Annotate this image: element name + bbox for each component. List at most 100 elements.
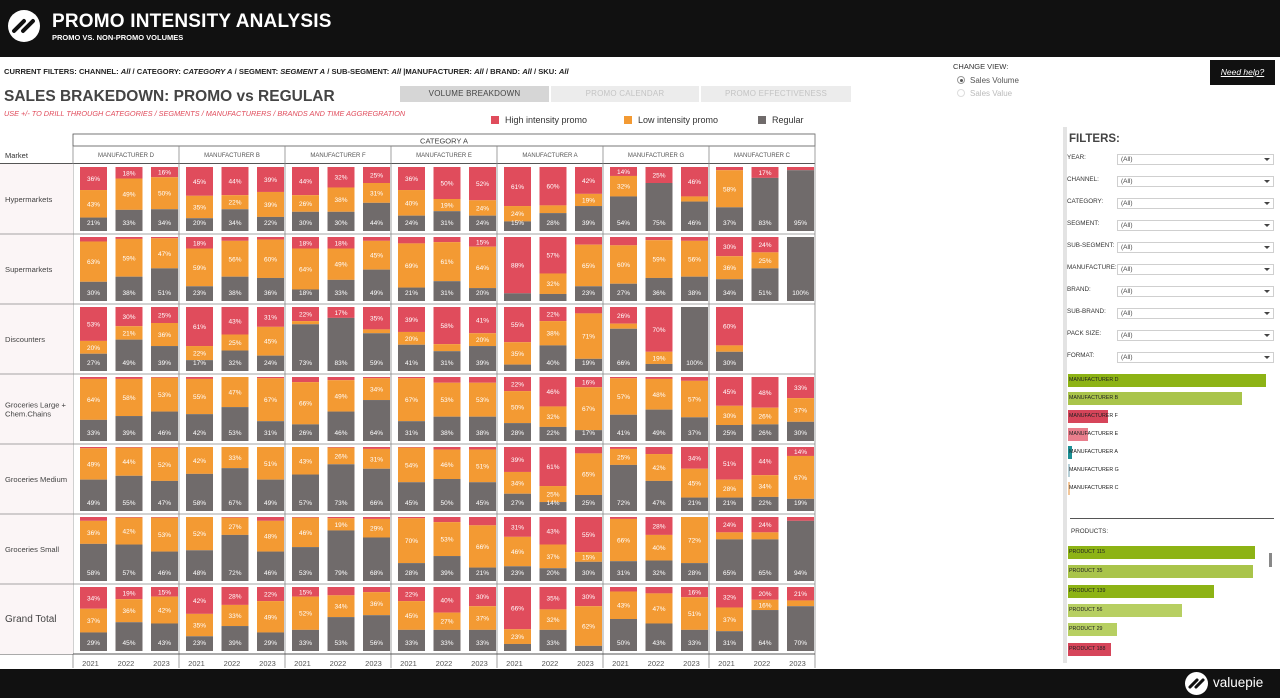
- bar-segment: [787, 377, 814, 399]
- manufacturer-bar[interactable]: MANUFACTURER D: [1068, 374, 1266, 387]
- bar-segment: [151, 596, 178, 624]
- bar-value-label: 55%: [193, 394, 206, 401]
- legend-swatch-high: [491, 116, 499, 124]
- bar-segment: [327, 587, 355, 596]
- bar-segment: [292, 377, 319, 383]
- bar-segment: [80, 340, 107, 354]
- bar-segment: [186, 550, 213, 581]
- bar-segment: [80, 517, 107, 521]
- bar-segment: [787, 398, 814, 422]
- bar-segment: [327, 530, 355, 581]
- legend-low-intensity[interactable]: Low intensity promo: [624, 115, 718, 125]
- bar-value-label: 40%: [652, 545, 665, 552]
- bar-value-label: 49%: [122, 360, 135, 367]
- filter-dropdown[interactable]: (All): [1117, 198, 1274, 209]
- bar-value-label: 46%: [264, 570, 277, 577]
- manufacturer-bar[interactable]: MANUFACTURER C: [1068, 482, 1118, 495]
- bar-segment: [645, 277, 673, 301]
- filter-dropdown[interactable]: (All): [1117, 352, 1274, 363]
- bar-value-label: 33%: [122, 220, 135, 227]
- bar-value-label: 27%: [228, 524, 241, 531]
- product-bar[interactable]: PRODUCT 35: [1068, 565, 1254, 579]
- bar-segment: [221, 307, 249, 335]
- filter-label: CHANNEL:: [1067, 176, 1099, 183]
- help-button[interactable]: Need help?: [1210, 60, 1275, 85]
- product-bar[interactable]: PRODUCT 139: [1068, 584, 1214, 598]
- product-bar[interactable]: PRODUCT 29: [1068, 623, 1117, 637]
- bar-value-label: 43%: [87, 201, 100, 208]
- tab-promo-calendar[interactable]: PROMO CALENDAR: [551, 86, 699, 102]
- manufacturer-bar[interactable]: MANUFACTURER F: [1068, 410, 1118, 423]
- manufacturer-bar[interactable]: MANUFACTURER B: [1068, 392, 1243, 405]
- legend-high-intensity[interactable]: High intensity promo: [491, 115, 587, 125]
- bar-value-label: 21%: [723, 500, 736, 507]
- bar-value-label: 21%: [794, 591, 807, 598]
- legend-regular[interactable]: Regular: [758, 115, 804, 125]
- bar-value-label: 49%: [334, 262, 347, 269]
- year-label: 2021: [82, 659, 99, 668]
- bar-value-label: 57%: [122, 570, 135, 577]
- market-label: Discounters: [5, 335, 45, 344]
- bar-segment: [716, 279, 743, 301]
- bar-value-label: 38%: [688, 290, 701, 297]
- bar-value-label: 51%: [264, 461, 277, 468]
- bar-segment: [257, 601, 284, 633]
- bar-segment: [115, 599, 143, 623]
- bar-segment: [469, 167, 496, 201]
- bar-value-label: 47%: [158, 251, 171, 258]
- radio-sales-value[interactable]: Sales Value: [957, 89, 1012, 98]
- bar-segment: [504, 364, 531, 371]
- tab-volume-breakdown[interactable]: VOLUME BREAKDOWN: [400, 86, 549, 102]
- bar-value-label: 28%: [405, 570, 418, 577]
- manufacturer-bar[interactable]: MANUFACTURER A: [1068, 446, 1118, 459]
- bar-segment: [363, 448, 390, 469]
- bar-value-label: 22%: [264, 220, 277, 227]
- bar-segment: [575, 561, 602, 581]
- bar-value-label: 22%: [546, 312, 559, 319]
- product-bar[interactable]: PRODUCT 188: [1068, 642, 1111, 656]
- bar-value-label: 58%: [440, 323, 453, 330]
- bar-value-label: 61%: [511, 184, 524, 191]
- bar-value-label: 79%: [334, 570, 347, 577]
- bar-segment: [716, 237, 743, 257]
- filter-dropdown[interactable]: (All): [1117, 220, 1274, 231]
- bar-value-label: 50%: [617, 640, 630, 647]
- bar-value-label: 34%: [688, 455, 701, 462]
- manufacturer-bar[interactable]: MANUFACTURER E: [1068, 428, 1118, 441]
- bar-value-label: 66%: [370, 500, 383, 507]
- bar-segment: [469, 382, 496, 417]
- filter-dropdown[interactable]: (All): [1117, 286, 1274, 297]
- filter-dropdown[interactable]: (All): [1117, 330, 1274, 341]
- bar-segment: [257, 421, 284, 441]
- tab-promo-effectiveness[interactable]: PROMO EFFECTIVENESS: [701, 86, 851, 102]
- filter-dropdown[interactable]: (All): [1117, 308, 1274, 319]
- bar-segment: [645, 480, 673, 511]
- bar-segment: [751, 475, 779, 497]
- bar-value-label: 25%: [546, 492, 559, 499]
- bar-segment: [610, 307, 637, 324]
- manufacturer-bar[interactable]: MANUFACTURER G: [1068, 464, 1119, 477]
- bar-value-label: 45%: [723, 389, 736, 396]
- bar-segment: [398, 331, 425, 345]
- radio-sales-volume[interactable]: Sales Volume: [957, 76, 1019, 85]
- product-bar[interactable]: PRODUCT 115: [1068, 546, 1255, 559]
- products-scrollbar[interactable]: [1269, 553, 1272, 567]
- filter-dropdown[interactable]: (All): [1117, 154, 1274, 165]
- bar-value-label: 26%: [334, 453, 347, 460]
- bar-value-label: 33%: [405, 640, 418, 647]
- bar-value-label: 22%: [299, 312, 312, 319]
- bar-segment: [115, 167, 143, 179]
- bar-segment: [115, 377, 143, 379]
- bar-segment: [363, 237, 390, 241]
- bar-value-label: 95%: [794, 220, 807, 227]
- filter-dropdown[interactable]: (All): [1117, 264, 1274, 275]
- bar-value-label: 17%: [334, 310, 347, 317]
- filter-dropdown[interactable]: (All): [1117, 242, 1274, 253]
- bar-segment: [610, 328, 637, 371]
- filter-label: MANUFACTURE:: [1067, 264, 1117, 271]
- bar-value-label: 26%: [617, 313, 630, 320]
- header-bar: PROMO INTENSITY ANALYSIS PROMO VS. NON-P…: [0, 0, 1280, 57]
- product-bar[interactable]: PRODUCT 56: [1068, 603, 1183, 617]
- filter-dropdown[interactable]: (All): [1117, 176, 1274, 187]
- bar-value-label: 38%: [476, 430, 489, 437]
